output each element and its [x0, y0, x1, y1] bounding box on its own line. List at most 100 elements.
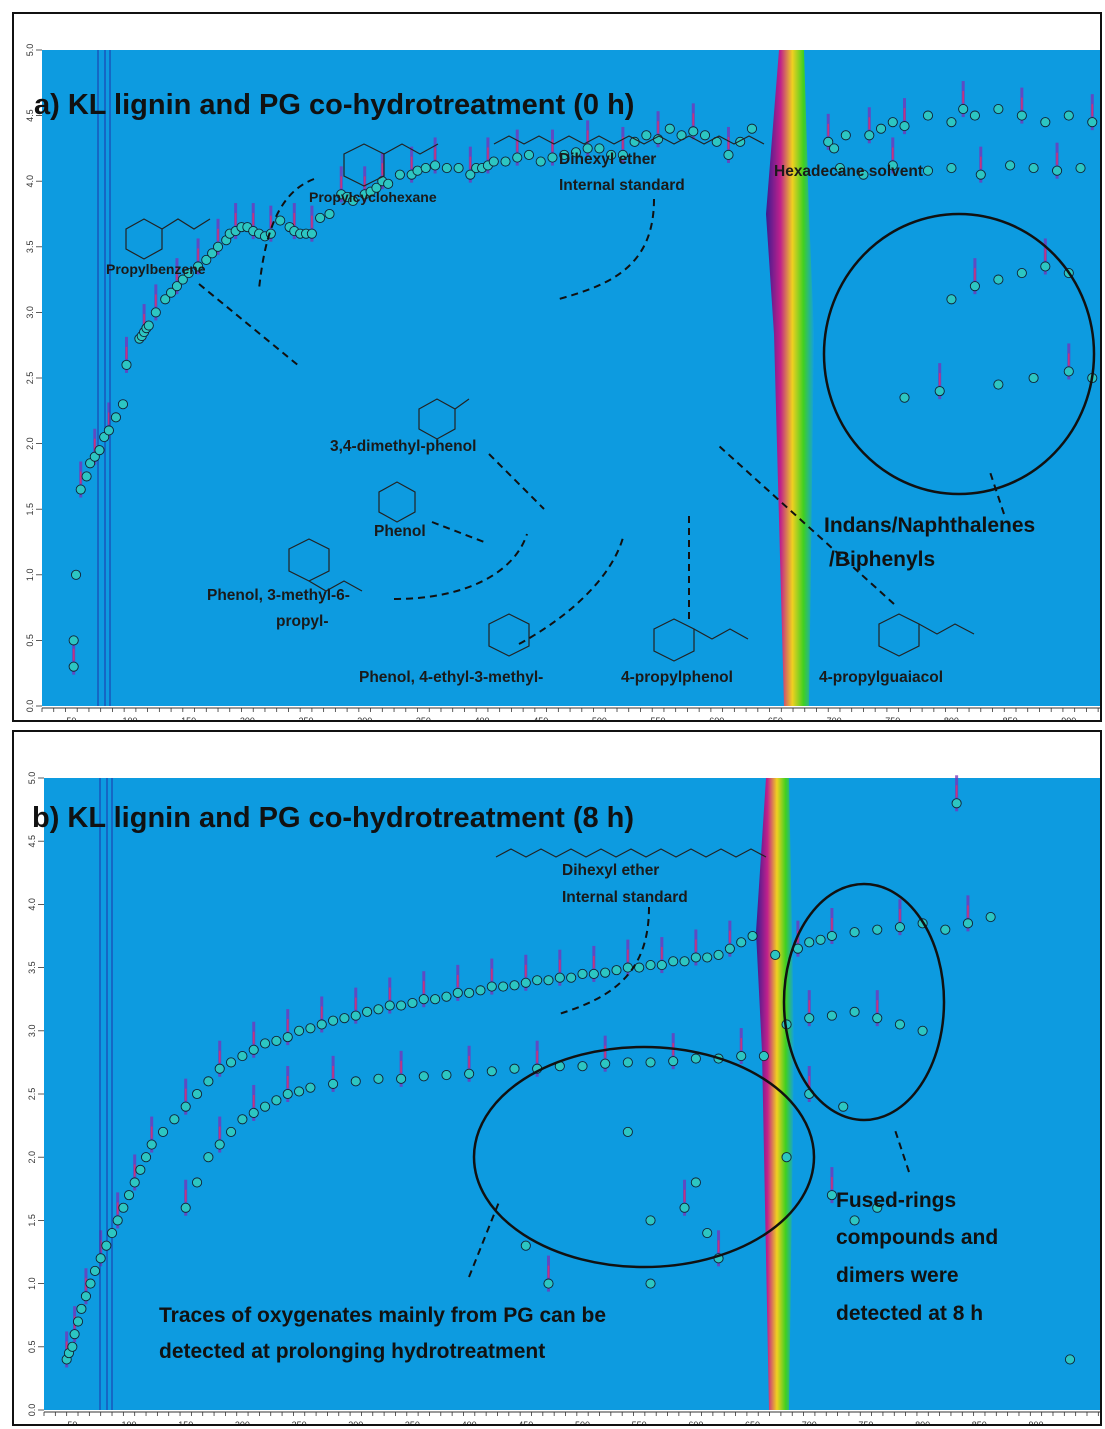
peak-core	[683, 1189, 686, 1202]
data-point	[532, 975, 543, 986]
data-point	[543, 975, 554, 986]
dimethylphenol-structure	[418, 398, 456, 440]
data-point	[475, 985, 486, 996]
data-point	[823, 136, 834, 147]
label-propylbenzene: Propylbenzene	[106, 261, 206, 277]
peak-core	[286, 1076, 289, 1088]
data-point	[724, 943, 735, 954]
data-point	[452, 987, 463, 998]
x-tick-label: 50	[66, 716, 76, 722]
data-point	[566, 972, 577, 983]
data-point	[1063, 366, 1074, 377]
label-fused-rings-1: Fused-rings	[836, 1189, 956, 1212]
data-point	[123, 1190, 135, 1201]
data-point	[826, 1190, 837, 1201]
y-tick-label: 4.5	[27, 835, 37, 848]
peak-core	[525, 964, 527, 977]
label-indans-1: Indans/Naphthalenes	[824, 514, 1035, 537]
peak-core	[559, 959, 561, 972]
peak-core	[217, 228, 219, 241]
peak-core	[400, 1060, 402, 1073]
data-point	[543, 1278, 554, 1289]
data-point	[68, 661, 79, 672]
peak-core	[1021, 97, 1023, 110]
peak-core	[831, 918, 833, 930]
data-point	[617, 149, 628, 161]
label-fused-rings-3: dimers were	[836, 1264, 959, 1287]
data-point	[690, 1053, 701, 1064]
data-point	[946, 163, 957, 174]
peak-core	[547, 1265, 550, 1278]
arrow-oxygenates	[468, 1201, 500, 1278]
data-point	[201, 254, 212, 265]
data-point	[76, 1303, 87, 1314]
x-tick-label: 400	[475, 716, 490, 722]
data-point	[1064, 1354, 1076, 1365]
data-point	[975, 169, 986, 180]
data-point	[237, 1114, 248, 1125]
peak-core	[340, 176, 343, 189]
data-point	[656, 960, 667, 971]
x-tick-label: 500	[592, 716, 607, 722]
peak-core	[627, 949, 629, 962]
label-fused-rings-2: compounds and	[836, 1226, 998, 1249]
data-point	[690, 1177, 701, 1188]
data-point	[520, 977, 531, 988]
panel-title-b: b) KL lignin and PG co-hydrotreatment (8…	[32, 802, 634, 834]
data-point	[203, 1076, 214, 1087]
label-propylcyclohexane: Propylcyclohexane	[309, 189, 437, 205]
data-point	[512, 152, 523, 163]
peak-core	[729, 930, 731, 943]
data-point	[117, 399, 129, 410]
x-tick-label: 300	[357, 716, 372, 722]
data-point	[679, 1202, 690, 1213]
peak-core	[116, 1202, 119, 1215]
axis-ticks-a: 50 100 150 200 250 300 350 400 450 500 550 600 650 70…	[25, 44, 1100, 722]
data-point	[668, 956, 679, 967]
data-point	[146, 1139, 157, 1150]
data-point	[577, 968, 588, 979]
peak-core	[903, 108, 906, 121]
data-point	[75, 484, 86, 495]
data-point	[373, 1073, 384, 1084]
data-point	[849, 1006, 860, 1017]
data-point	[488, 156, 499, 167]
data-point	[917, 1025, 928, 1036]
data-point	[702, 1227, 713, 1239]
data-point	[226, 1057, 237, 1068]
data-point	[248, 1044, 259, 1055]
data-point	[89, 1265, 101, 1277]
peak-core	[422, 981, 425, 994]
data-point	[486, 981, 497, 992]
propylbenzene-structure	[125, 218, 163, 260]
y-tick-label: 4.5	[25, 109, 35, 122]
peak-core	[184, 1088, 187, 1101]
phenol-structure	[378, 481, 416, 523]
y-tick-label: 1.0	[25, 569, 35, 582]
peak-core	[79, 471, 82, 484]
propylbenzene-chain	[161, 218, 211, 230]
data-point	[260, 1038, 271, 1049]
x-tick-label: 550	[632, 1420, 647, 1426]
x-tick-label: 600	[709, 716, 724, 722]
data-point	[872, 1202, 883, 1213]
propylguaiacol-chain	[918, 623, 975, 635]
data-point	[699, 130, 711, 141]
y-tick-label: 5.0	[25, 44, 35, 57]
arrows-b	[468, 906, 910, 1278]
data-point	[872, 1013, 883, 1024]
data-point	[305, 1023, 316, 1034]
y-tick-label: 2.5	[25, 372, 35, 385]
x-tick-label: 650	[745, 1420, 760, 1426]
label-fused-rings-4: detected at 8 h	[836, 1302, 983, 1325]
label-dimethylphenol: 3,4-dimethyl-phenol	[330, 438, 476, 455]
label-hexadecane-solvent: Hexadecane solvent	[774, 163, 923, 180]
data-point	[118, 1202, 129, 1213]
data-point	[736, 937, 747, 948]
data-point	[180, 1101, 191, 1112]
peak-streaks-a	[72, 50, 1094, 706]
data-point	[875, 123, 887, 134]
methylpropylphenol-chain	[308, 580, 363, 592]
data-point	[736, 1051, 747, 1062]
data-point	[282, 1032, 293, 1043]
